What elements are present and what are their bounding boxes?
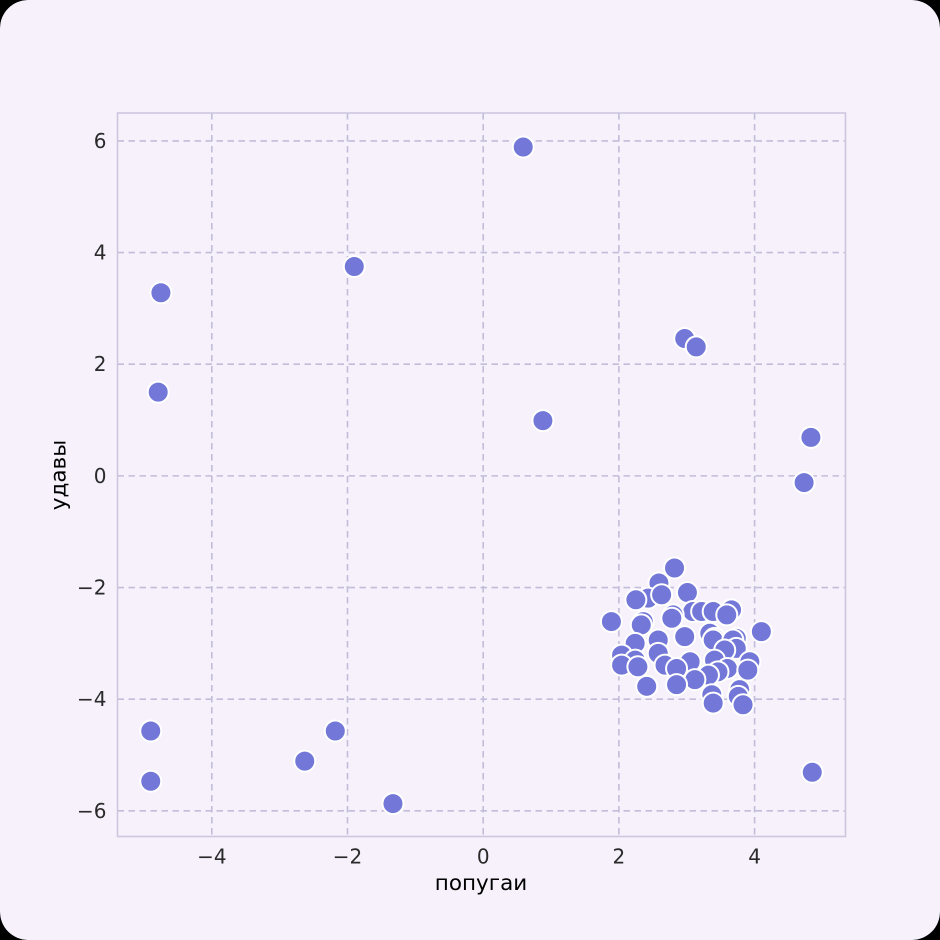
scatter-point-cluster — [675, 581, 699, 605]
scatter-point-cluster — [650, 583, 674, 607]
x-tick-label: −4 — [197, 845, 226, 869]
y-tick-label: −4 — [77, 687, 106, 711]
y-tick-label: −6 — [77, 799, 106, 823]
scatter-point-outliers — [531, 409, 555, 433]
scatter-point-cluster — [624, 588, 648, 612]
scatter-point-cluster — [731, 693, 755, 717]
plot-spines — [116, 112, 847, 838]
x-tick-label: 0 — [477, 845, 490, 869]
scatter-point-outliers — [342, 255, 366, 279]
y-tick-label: 6 — [94, 129, 107, 153]
scatter-point-outliers — [799, 425, 823, 449]
scatter-point-outliers — [800, 760, 824, 784]
scatter-point-cluster — [749, 620, 773, 644]
scatter-point-outliers — [381, 792, 405, 816]
scatter-point-cluster — [626, 655, 650, 679]
scatter-point-cluster — [673, 625, 697, 649]
scatter-point-outliers — [139, 769, 163, 793]
y-axis-label: удавы — [46, 439, 72, 511]
x-axis-label: попугаи — [434, 871, 528, 896]
x-tick-label: 2 — [613, 845, 626, 869]
y-tick-label: 4 — [94, 241, 107, 265]
scatter-point-outliers — [139, 719, 163, 743]
scatter-point-cluster — [663, 556, 687, 580]
scatter-point-cluster — [736, 658, 760, 682]
scatter-point-outliers — [511, 135, 535, 159]
scatter-point-outliers — [293, 749, 317, 773]
y-tick-label: 0 — [94, 464, 107, 488]
scatter-point-cluster — [715, 603, 739, 627]
scatter-point-cluster — [665, 673, 689, 697]
scatter-point-outliers — [323, 719, 347, 743]
x-tick-label: −2 — [333, 845, 362, 869]
scatter-point-cluster — [599, 610, 623, 634]
scatter-point-outliers — [149, 281, 173, 305]
scatter-point-cluster — [660, 606, 684, 630]
scatter-point-cluster — [635, 674, 659, 698]
scatter-point-outliers — [792, 471, 816, 495]
x-tick-label: 4 — [748, 845, 761, 869]
scatter-point-cluster — [701, 691, 725, 715]
scatter-point-outliers — [146, 380, 170, 404]
scatter-point-outliers — [684, 335, 708, 359]
y-tick-label: −2 — [77, 576, 106, 600]
y-tick-label: 2 — [94, 352, 107, 376]
